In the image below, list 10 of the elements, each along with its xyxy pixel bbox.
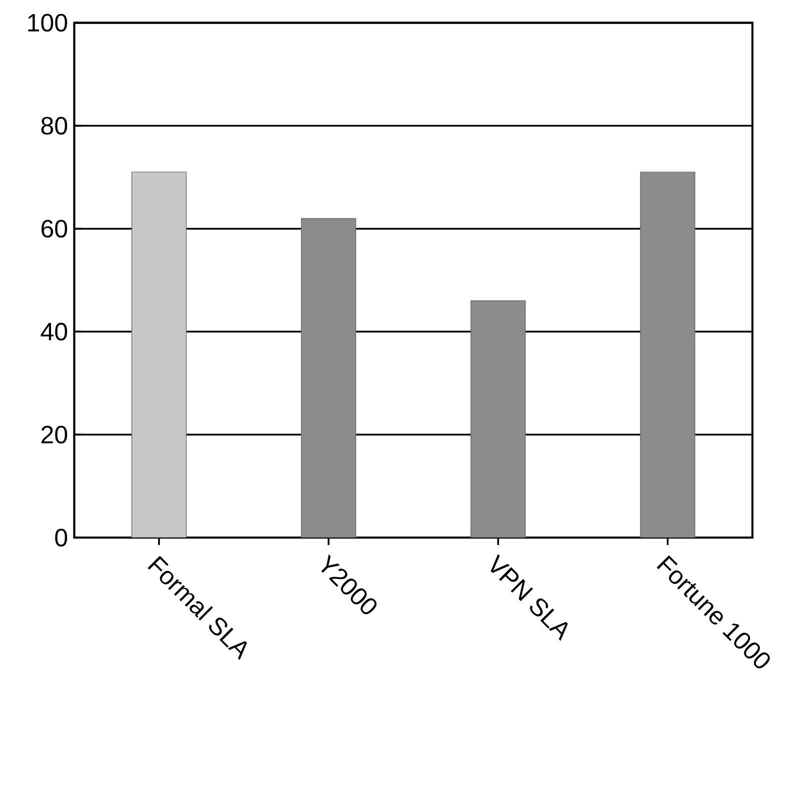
y-tick-label: 60 [42,220,68,238]
y-tick-label: 20 [41,426,68,444]
bar [300,218,356,538]
bar [131,172,187,538]
y-tick-label: 0 [55,528,68,546]
y-tick-label: 80 [41,116,68,135]
bar [640,172,696,538]
y-tick-label: 40 [40,322,68,341]
y-tick-label: 100 [28,14,68,32]
bar [470,300,526,538]
